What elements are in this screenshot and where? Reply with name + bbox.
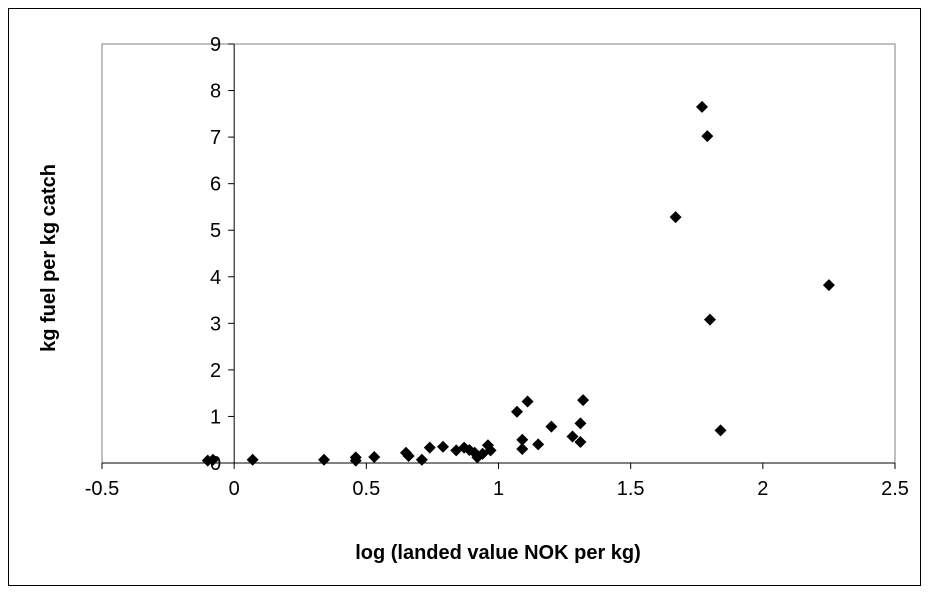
y-tick-label: 8 — [210, 81, 221, 103]
y-axis-title: kg fuel per kg catch — [38, 164, 60, 352]
data-point — [822, 279, 835, 292]
data-point — [703, 313, 716, 326]
data-point — [577, 394, 590, 407]
data-point — [696, 100, 709, 113]
data-point — [714, 424, 727, 437]
y-tick-label: 0 — [210, 453, 221, 475]
data-point — [516, 433, 529, 446]
x-tick-label: 2.5 — [881, 478, 909, 500]
x-axis: -0.5 0 0.5 1 1.5 2 2.5 — [85, 463, 909, 500]
data-point — [402, 450, 415, 463]
x-tick-label: 1.5 — [617, 478, 645, 500]
y-tick-label: 2 — [210, 360, 221, 382]
y-tick-label: 6 — [210, 174, 221, 196]
data-point — [516, 443, 529, 456]
y-tick-label: 7 — [210, 127, 221, 149]
x-tick-label: 2 — [757, 478, 768, 500]
data-point — [574, 417, 587, 430]
x-tick-label: 0.5 — [352, 478, 380, 500]
x-tick-label: 1 — [493, 478, 504, 500]
data-point — [511, 405, 524, 418]
y-tick-label: 3 — [210, 313, 221, 335]
data-point — [423, 441, 436, 454]
data-point — [532, 438, 545, 451]
data-point — [701, 130, 714, 143]
data-point — [368, 450, 381, 463]
data-point — [669, 211, 682, 224]
data-point — [349, 454, 362, 467]
y-tick-label: 1 — [210, 406, 221, 428]
x-axis-title: log (landed value NOK per kg) — [355, 542, 641, 564]
y-tick-label: 9 — [210, 34, 221, 56]
y-tick-label: 4 — [210, 267, 221, 289]
data-point — [521, 395, 534, 408]
data-point — [484, 444, 497, 457]
y-axis: 0 1 2 3 4 5 6 7 8 9 — [210, 34, 235, 475]
plot-area — [101, 43, 896, 464]
data-point — [436, 440, 449, 453]
x-tick-label: 0 — [229, 478, 240, 500]
x-tick-label: -0.5 — [85, 478, 119, 500]
data-point — [545, 420, 558, 433]
y-tick-label: 5 — [210, 220, 221, 242]
marker-layer — [201, 100, 835, 467]
data-point — [574, 436, 587, 449]
data-point — [566, 430, 579, 443]
